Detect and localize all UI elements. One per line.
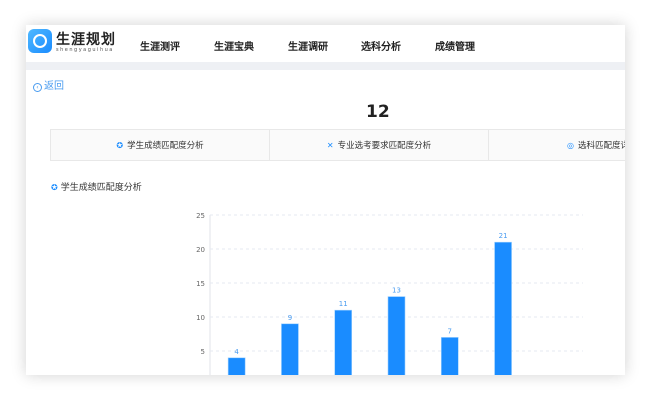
tab-label: 选科匹配度详: [577, 141, 625, 151]
divider-band: [26, 62, 625, 70]
bar-value-label: 9: [288, 314, 292, 322]
tab-major-requirement-match[interactable]: ✕ 专业选考要求匹配度分析: [270, 130, 489, 160]
nav-item-survey[interactable]: 生涯调研: [288, 42, 328, 53]
bar: [281, 323, 299, 375]
chevron-left-icon: ‹: [33, 83, 42, 92]
y-tick-label: 10: [196, 314, 205, 322]
back-label: 返回: [44, 81, 64, 92]
bar-chart: 5 10 15 20 25 4 9 11 13 7 21: [196, 212, 583, 375]
shuffle-icon: ✕: [326, 140, 334, 150]
nav-item-assessment[interactable]: 生涯测评: [140, 42, 180, 53]
section-title-text: 学生成绩匹配度分析: [60, 183, 142, 193]
badge-icon: ✪: [51, 183, 58, 192]
app-window: 生涯规划 shengyaguihua 生涯测评 生涯宝典 生涯调研 选科分析 成…: [26, 25, 625, 375]
badge-icon: ✪: [116, 140, 124, 150]
back-link[interactable]: ‹ 返回: [33, 77, 64, 92]
brand-subtitle: shengyaguihua: [56, 47, 114, 53]
tab-subject-match-detail[interactable]: ◎ 选科匹配度详: [489, 130, 625, 160]
bar: [440, 337, 459, 375]
nav-item-grade-management[interactable]: 成绩管理: [435, 42, 475, 53]
globe-icon: ◎: [567, 140, 574, 150]
bar-value-label: 11: [339, 300, 348, 308]
tab-bar: ✪ 学生成绩匹配度分析 ✕ 专业选考要求匹配度分析 ◎ 选科匹配度详: [50, 129, 625, 161]
top-nav: 生涯规划 shengyaguihua 生涯测评 生涯宝典 生涯调研 选科分析 成…: [26, 25, 625, 62]
logo-icon[interactable]: [28, 29, 52, 53]
tab-grade-match[interactable]: ✪ 学生成绩匹配度分析: [51, 130, 270, 160]
brand-name[interactable]: 生涯规划: [56, 32, 116, 48]
bar: [334, 309, 353, 375]
y-tick-label: 15: [196, 280, 205, 288]
bar-value-label: 7: [448, 327, 452, 335]
y-tick-label: 25: [196, 212, 205, 220]
bar: [227, 357, 246, 375]
bar-value-label: 21: [499, 232, 508, 240]
y-tick-label: 5: [201, 348, 205, 356]
nav-item-subject-analysis[interactable]: 选科分析: [361, 42, 401, 53]
bar: [387, 296, 406, 375]
bar-value-label: 13: [392, 287, 401, 295]
bar-value-label: 4: [234, 348, 239, 356]
y-tick-label: 20: [196, 246, 205, 254]
bar: [494, 241, 512, 375]
page-title: 12: [366, 102, 390, 122]
tab-label: 专业选考要求匹配度分析: [337, 141, 432, 151]
tab-label: 学生成绩匹配度分析: [127, 141, 204, 151]
section-title: ✪ 学生成绩匹配度分析: [51, 180, 142, 193]
nav-item-guide[interactable]: 生涯宝典: [214, 42, 254, 53]
